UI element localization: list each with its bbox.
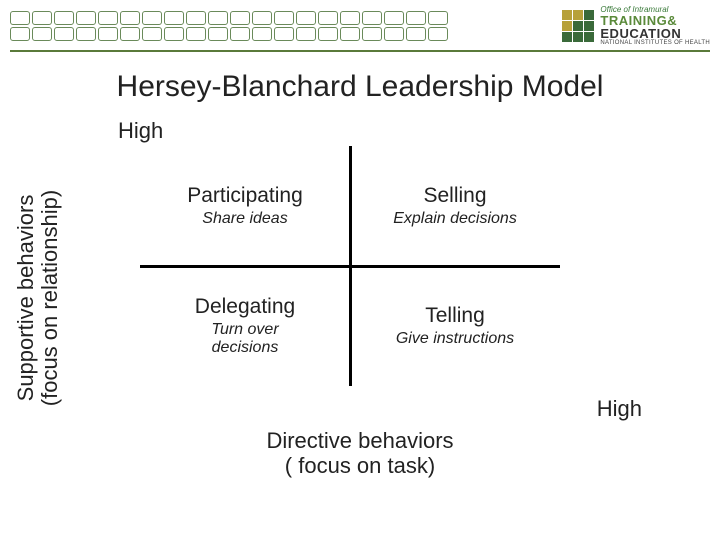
quadrant-subtitle: Share ideas bbox=[202, 210, 287, 228]
logo-squares bbox=[562, 10, 594, 42]
header-grid-cell bbox=[318, 11, 338, 25]
header-grid-cell bbox=[186, 11, 206, 25]
header-grid-cell bbox=[164, 11, 184, 25]
logo-square bbox=[562, 21, 572, 31]
header-grid-cell bbox=[54, 11, 74, 25]
logo-square bbox=[573, 10, 583, 20]
header: Office of Intramural TRAINING& EDUCATION… bbox=[0, 0, 720, 50]
header-grid-cell bbox=[340, 27, 360, 41]
y-axis-label: Supportive behaviors (focus on relations… bbox=[14, 190, 62, 406]
header-grid-cell bbox=[406, 11, 426, 25]
y-axis-line-1: Supportive behaviors bbox=[13, 195, 38, 402]
header-grid-cell bbox=[208, 11, 228, 25]
header-grid-cell bbox=[274, 11, 294, 25]
quadrant-title: Selling bbox=[423, 184, 486, 208]
x-axis-high: High bbox=[597, 396, 642, 422]
header-grid-cell bbox=[76, 27, 96, 41]
diagram: Supportive behaviors (focus on relations… bbox=[0, 118, 720, 478]
header-grid-cell bbox=[142, 27, 162, 41]
quadrant-delegating: Delegating Turn over decisions bbox=[140, 266, 350, 386]
header-grid-cell bbox=[10, 27, 30, 41]
logo-sub: NATIONAL INSTITUTES OF HEALTH bbox=[600, 40, 710, 46]
header-grid-cell bbox=[98, 27, 118, 41]
quadrant-grid: Participating Share ideas Selling Explai… bbox=[140, 146, 560, 386]
header-grid-cell bbox=[340, 11, 360, 25]
header-grid-cell bbox=[296, 11, 316, 25]
header-grid-cell bbox=[208, 27, 228, 41]
header-grid-cell bbox=[142, 11, 162, 25]
page-title: Hersey-Blanchard Leadership Model bbox=[0, 70, 720, 104]
quadrant-subtitle: Explain decisions bbox=[393, 210, 517, 228]
header-grid-cell bbox=[384, 11, 404, 25]
header-grid-cell bbox=[120, 11, 140, 25]
header-grid-cell bbox=[318, 27, 338, 41]
header-grid-cell bbox=[186, 27, 206, 41]
header-grid-cell bbox=[32, 11, 52, 25]
header-grid-cell bbox=[10, 11, 30, 25]
quadrant-telling: Telling Give instructions bbox=[350, 266, 560, 386]
logo-main-2: EDUCATION bbox=[600, 27, 710, 40]
header-rule bbox=[10, 50, 710, 52]
logo-square bbox=[573, 21, 583, 31]
logo-square bbox=[584, 32, 594, 42]
header-grid-cell bbox=[32, 27, 52, 41]
logo-square bbox=[562, 10, 572, 20]
header-grid-cell bbox=[406, 27, 426, 41]
logo-text: Office of Intramural TRAINING& EDUCATION… bbox=[600, 6, 710, 46]
header-grid-cell bbox=[230, 27, 250, 41]
header-grid-cell bbox=[54, 27, 74, 41]
logo-square bbox=[573, 32, 583, 42]
quadrant-title: Delegating bbox=[195, 295, 295, 319]
y-axis-line-2: (focus on relationship) bbox=[37, 190, 62, 406]
logo-square bbox=[584, 21, 594, 31]
logo: Office of Intramural TRAINING& EDUCATION… bbox=[562, 6, 710, 46]
logo-square bbox=[562, 32, 572, 42]
header-grid-cell bbox=[252, 27, 272, 41]
header-grid-cell bbox=[362, 27, 382, 41]
header-grid bbox=[10, 11, 448, 41]
header-grid-cell bbox=[362, 11, 382, 25]
quadrant-title: Participating bbox=[187, 184, 303, 208]
header-grid-cell bbox=[120, 27, 140, 41]
y-axis-high: High bbox=[118, 118, 163, 144]
x-axis-line-1: Directive behaviors bbox=[266, 428, 453, 453]
header-grid-cell bbox=[164, 27, 184, 41]
header-grid-cell bbox=[296, 27, 316, 41]
header-grid-cell bbox=[230, 11, 250, 25]
header-grid-cell bbox=[98, 11, 118, 25]
quadrant-participating: Participating Share ideas bbox=[140, 146, 350, 266]
logo-square bbox=[584, 10, 594, 20]
header-grid-cell bbox=[428, 11, 448, 25]
x-axis-line-2: ( focus on task) bbox=[285, 453, 435, 478]
quadrant-title: Telling bbox=[425, 304, 485, 328]
header-grid-cell bbox=[274, 27, 294, 41]
quadrant-subtitle: Give instructions bbox=[396, 330, 514, 348]
header-grid-cell bbox=[428, 27, 448, 41]
x-axis-label: Directive behaviors ( focus on task) bbox=[0, 428, 720, 479]
header-grid-cell bbox=[384, 27, 404, 41]
header-grid-cell bbox=[76, 11, 96, 25]
quadrant-selling: Selling Explain decisions bbox=[350, 146, 560, 266]
quadrant-subtitle: Turn over decisions bbox=[211, 321, 278, 356]
header-grid-cell bbox=[252, 11, 272, 25]
